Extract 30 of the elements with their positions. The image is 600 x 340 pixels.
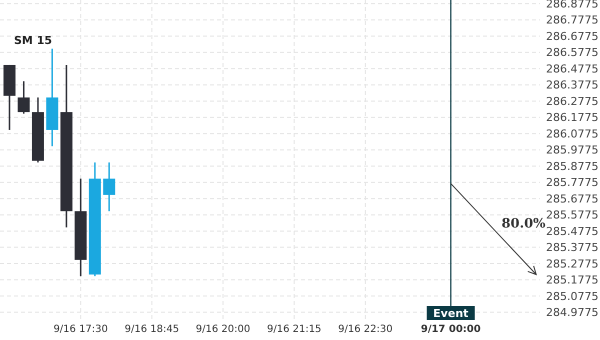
text: SM 15 [14,34,52,47]
candlestick [103,162,116,212]
y-tick-label: 285.9775 [546,144,598,157]
y-tick-label: 286.5775 [546,46,598,60]
y-tick-label: 285.7775 [546,176,598,190]
y-tick-label: 286.7775 [546,14,598,27]
x-tick-label: 9/16 17:30 [53,324,108,335]
y-tick-label: 286.3775 [546,78,598,92]
y-tick-label: 285.5775 [546,208,598,222]
y-tick-label: 285.4775 [546,224,598,238]
x-tick-label: 9/17 00:00 [420,324,481,335]
y-tick-label: 285.2775 [546,257,598,270]
y-tick-label: 285.3775 [546,241,598,254]
x-tick-label: 9/16 18:45 [124,324,180,335]
y-tick-label: 286.0775 [546,127,598,140]
x-tick-label: 9/16 22:30 [338,324,393,335]
y-tick-label: 286.6775 [546,30,598,43]
y-tick-label: 286.4775 [546,62,598,76]
ref-line-label: Event [433,307,468,320]
x-tick-label: 9/16 21:15 [266,324,322,335]
y-tick-label: 284.9775 [546,306,598,320]
y-tick-label: 285.8775 [546,160,598,173]
y-tick-label: 285.1775 [546,274,598,287]
x-tick-label: 9/16 20:00 [196,324,250,335]
y-tick-label: 286.1775 [546,111,598,124]
y-tick-label: 286.2775 [546,94,598,108]
y-tick-label: 285.0775 [546,290,598,303]
y-tick-label: 285.6775 [546,192,598,206]
annotation: 80.0% [501,216,546,232]
candlestick [18,80,30,114]
